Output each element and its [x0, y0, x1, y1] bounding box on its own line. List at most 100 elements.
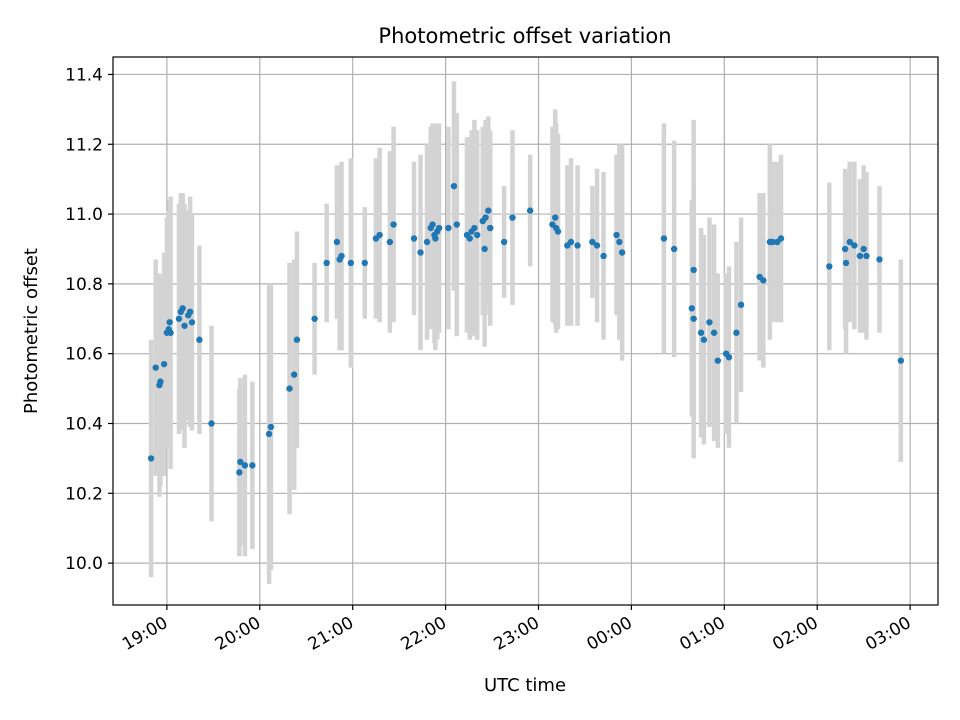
data-point: [554, 228, 562, 235]
data-point: [376, 231, 383, 239]
data-point: [482, 214, 489, 221]
y-tick-label: 10.4: [65, 414, 103, 434]
data-point: [196, 336, 203, 343]
data-point: [175, 315, 183, 322]
data-point: [147, 455, 155, 462]
data-point: [293, 336, 301, 343]
data-point: [290, 371, 298, 378]
data-point: [769, 238, 776, 246]
data-point: [167, 329, 174, 336]
data-point: [856, 252, 864, 260]
data-point: [157, 378, 164, 385]
data-point: [237, 458, 244, 466]
data-point: [600, 252, 607, 260]
data-point: [593, 242, 601, 249]
data-point: [265, 430, 273, 438]
data-point: [526, 207, 534, 214]
data-point: [390, 221, 397, 228]
data-point: [700, 336, 708, 343]
data-point: [733, 329, 740, 336]
data-point: [450, 182, 458, 190]
data-point: [690, 266, 697, 274]
data-point: [323, 259, 330, 267]
y-tick-label: 10.0: [65, 554, 103, 574]
y-tick-label: 11.0: [65, 205, 103, 225]
data-point: [236, 469, 243, 476]
x-axis-label: UTC time: [484, 675, 566, 696]
data-point: [714, 357, 722, 364]
data-point: [500, 238, 508, 246]
data-point: [486, 224, 494, 232]
data-point: [481, 245, 488, 253]
y-axis-label: Photometric offset: [21, 248, 42, 414]
data-point: [846, 238, 853, 246]
y-tick-label: 11.2: [65, 135, 103, 155]
data-point: [160, 360, 168, 368]
data-points: [147, 182, 905, 476]
data-point: [876, 256, 883, 263]
data-point: [826, 263, 833, 270]
data-point: [432, 235, 439, 242]
data-point: [445, 224, 452, 232]
data-point: [690, 315, 697, 322]
data-point: [186, 308, 194, 316]
data-point: [311, 315, 318, 322]
data-point: [286, 385, 293, 392]
data-point: [897, 357, 905, 364]
data-point: [386, 238, 394, 246]
data-point: [267, 423, 275, 431]
grid: [113, 57, 938, 605]
data-point: [660, 235, 668, 242]
data-point: [697, 329, 705, 336]
data-point: [241, 462, 249, 469]
data-point: [181, 322, 188, 329]
data-point: [152, 364, 159, 371]
data-point: [429, 221, 436, 228]
data-point: [863, 252, 870, 260]
data-point: [333, 238, 341, 246]
data-point: [552, 214, 559, 221]
data-point: [338, 252, 345, 260]
data-point: [509, 214, 516, 221]
data-point: [471, 224, 478, 232]
data-point: [842, 259, 850, 267]
data-point: [423, 238, 431, 246]
plot-frame: [112, 56, 939, 606]
data-point: [485, 207, 492, 214]
data-point: [613, 231, 620, 239]
y-tick-label: 10.6: [65, 345, 103, 365]
data-point: [453, 221, 460, 228]
data-point: [777, 235, 785, 242]
data-point: [361, 259, 368, 267]
y-tick-label: 10.2: [65, 484, 103, 504]
chart-title: Photometric offset variation: [378, 24, 671, 48]
data-point: [208, 420, 215, 427]
data-point: [574, 242, 581, 249]
data-point: [417, 249, 424, 256]
data-point: [188, 319, 196, 326]
y-tick-label: 11.4: [65, 65, 103, 85]
data-point: [760, 277, 767, 284]
data-point: [737, 301, 745, 309]
data-point: [841, 245, 849, 253]
data-point: [710, 329, 718, 336]
data-point: [851, 242, 858, 249]
data-point: [616, 238, 623, 246]
data-point: [589, 238, 596, 246]
data-point: [249, 462, 256, 469]
y-tick-label: 10.8: [65, 275, 103, 295]
data-point: [670, 245, 678, 253]
data-point: [860, 245, 867, 253]
data-point: [466, 235, 473, 242]
data-point: [706, 319, 713, 326]
data-point: [567, 238, 575, 246]
data-point: [725, 353, 733, 361]
data-point: [347, 259, 355, 267]
data-point: [618, 249, 626, 256]
data-point: [166, 319, 173, 326]
data-point: [435, 224, 443, 232]
data-point: [410, 235, 418, 242]
data-point: [688, 305, 696, 312]
data-point: [473, 231, 481, 239]
